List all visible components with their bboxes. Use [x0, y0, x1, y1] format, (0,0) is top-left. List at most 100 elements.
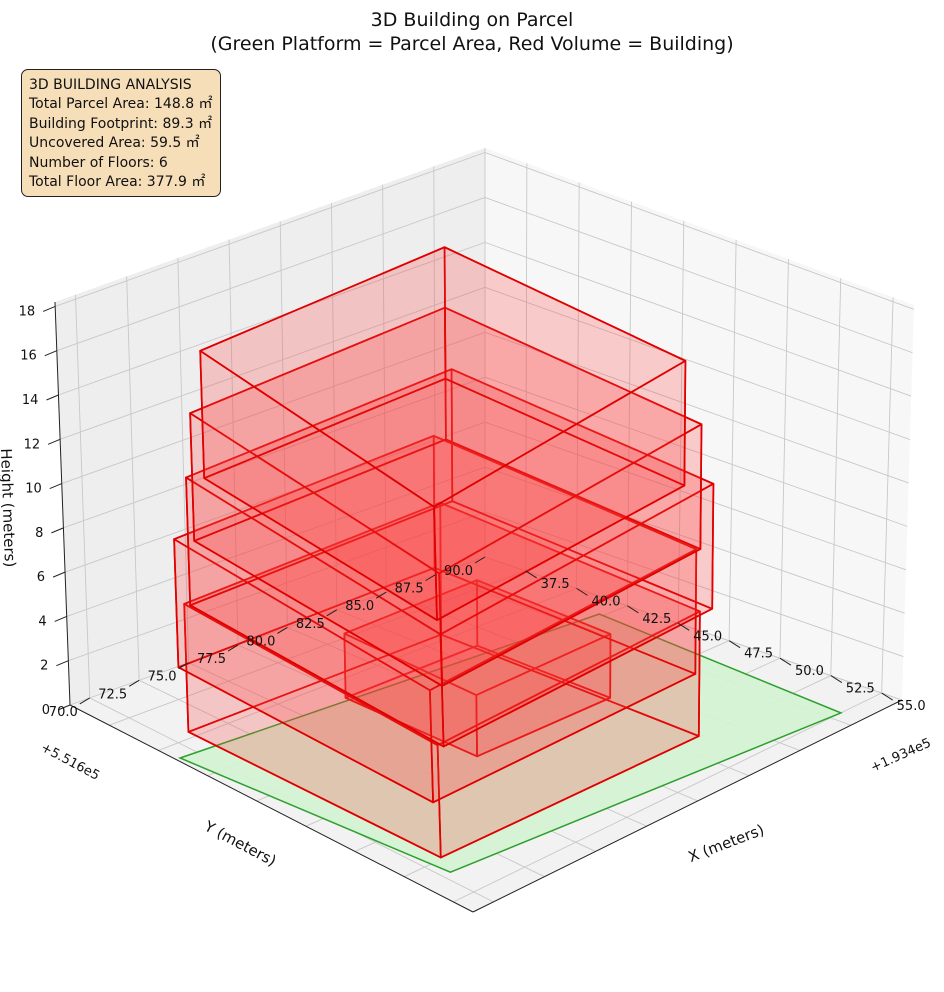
y-tick-mark — [425, 574, 436, 582]
stats-floor-area: Total Floor Area: 377.9 ㎡ — [29, 174, 206, 191]
y-tick-label: 90.0 — [444, 564, 473, 579]
stats-footprint: Building Footprint: 89.3 ㎡ — [29, 115, 213, 132]
y-tick-mark — [326, 609, 338, 617]
z-axis-line — [54, 301, 71, 706]
x-tick-mark — [728, 640, 741, 649]
x-tick-label: 47.5 — [744, 647, 773, 662]
y-gridline — [279, 221, 288, 628]
x-gridline — [830, 278, 842, 676]
floor-face — [343, 579, 612, 696]
z-tick-label: 16 — [20, 349, 37, 364]
y-tick-label: 70.0 — [49, 705, 78, 720]
y-tick-mark — [474, 556, 486, 564]
x-tick-label: 42.5 — [642, 612, 671, 627]
x-tick-mark — [576, 587, 588, 596]
stats-parcel-area: Total Parcel Area: 148.8 ㎡ — [29, 96, 213, 113]
z-tick-mark — [51, 527, 64, 534]
y-tick-label: 72.5 — [98, 687, 127, 702]
z-tick-mark — [49, 483, 62, 490]
z-tick-label: 10 — [25, 482, 42, 497]
stats-floors: Number of Floors: 6 — [29, 154, 168, 171]
x-tick-mark — [627, 605, 639, 614]
z-axis-label: Height (meters) — [0, 448, 19, 568]
z-gridline — [61, 331, 486, 484]
z-gridline — [484, 241, 912, 397]
z-gridline — [484, 197, 913, 354]
z-gridline — [484, 466, 905, 614]
z-gridline — [63, 376, 486, 529]
z-tick-mark — [44, 350, 58, 357]
z-gridline — [64, 421, 486, 573]
parcel-polygon — [178, 613, 843, 874]
x-tick-label: 45.0 — [693, 629, 722, 644]
chart-subtitle: (Green Platform = Parcel Area, Red Volum… — [210, 33, 733, 55]
x-tick-label: 52.5 — [846, 682, 875, 697]
parcel-platform — [178, 613, 843, 874]
z-gridline — [58, 241, 486, 396]
z-gridline — [66, 466, 486, 617]
z-tick-label: 8 — [35, 526, 43, 541]
z-tick-mark — [52, 571, 66, 578]
y-gridline — [177, 257, 190, 663]
z-tick-label: 6 — [37, 570, 45, 585]
x-gridline — [881, 297, 894, 694]
x-tick-label: 50.0 — [795, 664, 824, 679]
y-gridline — [75, 294, 91, 698]
x-gridline — [626, 201, 632, 606]
stats-uncovered: Uncovered Area: 59.5 ㎡ — [29, 135, 200, 152]
z-tick-label: 14 — [22, 393, 39, 408]
x-tick-label: 55.0 — [897, 699, 926, 714]
y-axis-label: Y (meters) — [201, 817, 280, 870]
x-gridline — [779, 259, 789, 659]
z-gridline — [484, 421, 907, 571]
y-tick-mark — [227, 644, 239, 652]
y-tick-label: 87.5 — [395, 582, 424, 597]
z-tick-label: 18 — [19, 304, 36, 319]
y-gridline — [330, 202, 338, 610]
axis-panes — [55, 148, 914, 912]
y-gridline — [228, 239, 239, 646]
x-gridline — [677, 220, 685, 624]
x-tick-label: 37.5 — [541, 577, 570, 592]
y-offset-label: +5.516e5 — [38, 740, 102, 783]
y-tick-label: 82.5 — [296, 617, 325, 632]
x-axis-line — [69, 704, 474, 913]
building-volume — [173, 246, 715, 859]
x-gridline — [525, 163, 528, 571]
z-gridline — [484, 376, 908, 527]
x-tick-mark — [779, 657, 792, 666]
z-gridline — [484, 152, 915, 310]
floor-face — [185, 368, 715, 636]
chart-title: 3D Building on Parcel — [371, 9, 574, 31]
x-tick-mark — [830, 675, 843, 684]
axis-lines — [54, 301, 903, 913]
y-tick-mark — [79, 697, 91, 705]
z-tick-mark — [47, 438, 61, 445]
x-gridline — [576, 182, 580, 589]
floor-face — [189, 306, 703, 575]
z-gridline — [484, 511, 904, 658]
x-tick-label: 40.0 — [592, 594, 621, 609]
z-tick-mark — [56, 660, 69, 667]
left-wall-pane — [55, 148, 485, 705]
x-offset-label: +1.934e5 — [869, 736, 934, 776]
z-gridline — [56, 197, 486, 352]
tick-labels: 37.5 40.0 42.5 45.0 47.5 50.0 52.5 55.0 70.0 72.5… — [19, 304, 926, 720]
analysis-stats-box: 3D BUILDING ANALYSIS Total Parcel Area: … — [21, 69, 221, 197]
x-axis-label: X (meters) — [686, 821, 767, 866]
z-tick-label: 4 — [38, 614, 46, 629]
y-tick-mark — [178, 662, 189, 670]
z-gridline — [55, 152, 486, 307]
x-tick-mark — [525, 570, 537, 579]
z-tick-mark — [46, 394, 59, 401]
y-axis-line — [472, 699, 903, 913]
building-floor — [189, 306, 703, 687]
y-tick-label: 75.0 — [148, 670, 177, 685]
z-gridline — [59, 286, 486, 440]
y-tick-mark — [277, 627, 288, 634]
z-tick-mark — [57, 704, 71, 711]
z-gridline — [484, 286, 911, 440]
z-gridline — [68, 511, 486, 662]
x-tick-mark — [677, 622, 690, 631]
